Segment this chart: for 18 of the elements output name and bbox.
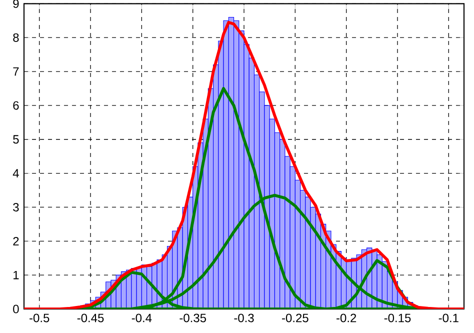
- x-tick-label: -0.4: [132, 314, 152, 322]
- y-tick-label: 0: [13, 304, 19, 314]
- x-tick-label: -0.45: [77, 314, 104, 322]
- x-tick-label: -0.5: [30, 314, 50, 322]
- y-tick-label: 1: [14, 270, 19, 280]
- y-tick-label: 8: [13, 33, 19, 42]
- x-tick-label: -0.15: [384, 314, 411, 322]
- y-tick-label: 5: [13, 135, 19, 144]
- x-tick-label: -0.1: [438, 314, 458, 322]
- y-tick-label: 2: [13, 236, 19, 246]
- x-tick-label: -0.35: [180, 314, 206, 322]
- y-tick-label: 6: [13, 101, 19, 110]
- x-tick-label: -0.3: [234, 314, 254, 322]
- y-tick-label: 4: [12, 169, 19, 178]
- x-tick-label: -0.2: [336, 314, 356, 322]
- y-tick-label: 7: [13, 67, 19, 76]
- x-tick-label: -0.25: [282, 314, 308, 322]
- y-tick-label: 3: [13, 202, 19, 212]
